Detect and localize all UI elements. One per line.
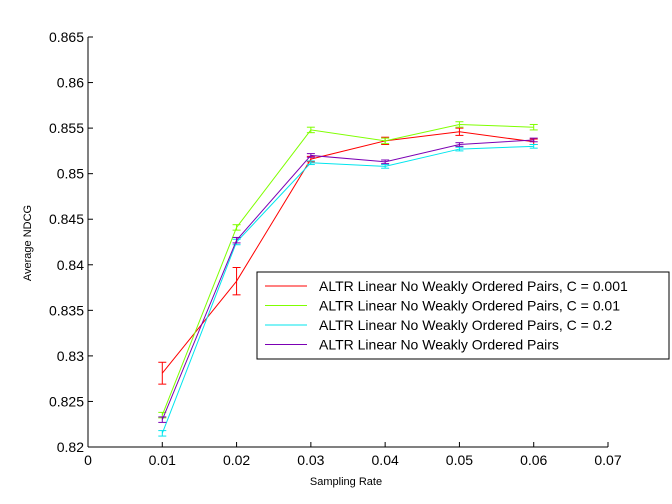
x-tick-label: 0.02 [223,452,250,468]
y-tick-label: 0.845 [49,211,84,227]
plot-area [88,37,608,447]
y-tick-label: 0.835 [49,302,84,318]
series-line [161,139,534,420]
series-line [161,145,534,434]
x-tick-label: 0.01 [149,452,176,468]
y-tick-label: 0.865 [49,29,84,45]
x-tick-label: 0.05 [446,452,473,468]
y-tick-label: 0.84 [57,257,84,273]
y-tick-label: 0.82 [57,439,84,455]
legend-box [256,271,670,360]
x-tick-label: 0.03 [297,452,324,468]
x-tick-label: 0.07 [594,452,621,468]
x-tick-label: 0.04 [372,452,399,468]
series-2 [158,121,538,419]
legend-entry: ALTR Linear No Weakly Ordered Pairs [319,337,559,353]
legend-entry: ALTR Linear No Weakly Ordered Pairs, C =… [319,298,620,314]
y-tick-label: 0.83 [57,348,84,364]
x-axis-label: Sampling Rate [310,476,382,488]
y-tick-label: 0.855 [49,120,84,136]
y-tick-label: 0.85 [57,166,84,182]
axes: 0 0.01 0.02 0.03 0.04 0.05 0.06 0.07 0.82 0.825 0.… [49,29,622,468]
series-layer [158,121,538,437]
legend-items: ALTR Linear No Weakly Ordered Pairs, C =… [265,278,628,353]
y-tick-label: 0.86 [57,75,84,91]
legend-entry: ALTR Linear No Weakly Ordered Pairs, C =… [319,317,612,333]
series-4 [158,137,538,423]
y-tick-label: 0.825 [49,393,84,409]
series-3 [158,144,538,437]
series-line [161,131,534,374]
x-tick-label: 0 [84,452,92,468]
series-1 [158,127,538,385]
series-line [161,123,534,416]
y-axis-label: Average NDCG [22,205,34,281]
legend-entry: ALTR Linear No Weakly Ordered Pairs, C =… [319,278,628,294]
x-tick-label: 0.06 [520,452,547,468]
legend: ALTR Linear No Weakly Ordered Pairs, C =… [256,271,670,360]
